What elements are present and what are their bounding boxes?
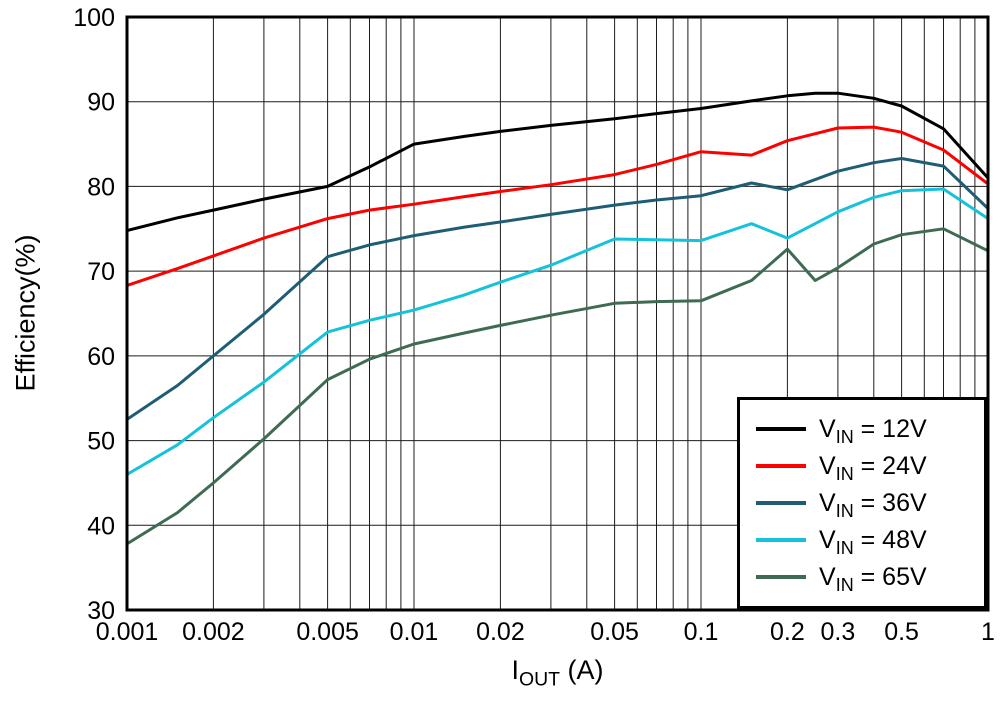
- x-axis-label: IOUT (A): [127, 655, 988, 689]
- y-tick-label: 70: [87, 258, 115, 286]
- legend-label-vin-24v: VIN = 24V: [819, 451, 927, 484]
- series-line-vin-36v: [125, 157, 990, 421]
- tick-labels: 0.001 0.002 0.005 0.01 0.02 0.05 0.1 0.2 0.3 0.5 1…: [73, 4, 995, 646]
- legend-swatch-vin-36v: [756, 501, 806, 505]
- y-tick-label: 60: [87, 343, 115, 371]
- legend-item-vin-24v: VIN = 24V: [756, 448, 984, 485]
- x-tick-label: 0.002: [182, 618, 245, 646]
- x-tick-label: 0.001: [96, 618, 159, 646]
- series-line-vin-24v: [125, 125, 990, 287]
- x-tick-label: 0.01: [390, 618, 439, 646]
- x-axis-label-main: I: [511, 655, 519, 685]
- legend-label-vin-36v: VIN = 36V: [819, 488, 927, 521]
- legend: VIN = 12V VIN = 24V VIN = 36V VIN = 48V VIN …: [737, 397, 987, 609]
- x-tick-label: 0.005: [296, 618, 359, 646]
- y-tick-label: 40: [87, 512, 115, 540]
- legend-item-vin-65v: VIN = 65V: [756, 559, 984, 596]
- plot-border: [125, 15, 990, 612]
- series-line-vin-12v: [125, 91, 990, 232]
- y-tick-label: 30: [87, 597, 115, 625]
- x-tick-label: 0.02: [476, 618, 525, 646]
- x-tick-label: 0.2: [770, 618, 805, 646]
- legend-item-vin-48v: VIN = 48V: [756, 522, 984, 559]
- x-tick-label: 1: [981, 618, 995, 646]
- legend-item-vin-36v: VIN = 36V: [756, 485, 984, 522]
- y-tick-label: 100: [73, 4, 115, 32]
- y-axis-label: Efficiency(%): [10, 234, 41, 392]
- y-tick-label: 80: [87, 173, 115, 201]
- legend-swatch-vin-48v: [756, 538, 806, 542]
- x-axis-label-unit: (A): [560, 655, 604, 685]
- x-axis-label-subscript: OUT: [518, 668, 561, 691]
- legend-label-vin-65v: VIN = 65V: [819, 562, 927, 595]
- legend-swatch-vin-12v: [756, 427, 806, 431]
- legend-swatch-vin-24v: [756, 464, 806, 468]
- series-line-vin-65v: [125, 227, 990, 546]
- x-tick-label: 0.5: [884, 618, 919, 646]
- x-tick-label: 0.3: [821, 618, 856, 646]
- legend-item-vin-12v: VIN = 12V: [756, 411, 984, 448]
- legend-label-vin-12v: VIN = 12V: [819, 414, 927, 447]
- x-tick-label: 0.1: [684, 618, 719, 646]
- x-tick-label: 0.05: [590, 618, 639, 646]
- series-line-vin-48v: [125, 187, 990, 476]
- legend-swatch-vin-65v: [756, 575, 806, 579]
- y-tick-label: 50: [87, 428, 115, 456]
- legend-label-vin-48v: VIN = 48V: [819, 525, 927, 558]
- y-tick-label: 90: [87, 89, 115, 117]
